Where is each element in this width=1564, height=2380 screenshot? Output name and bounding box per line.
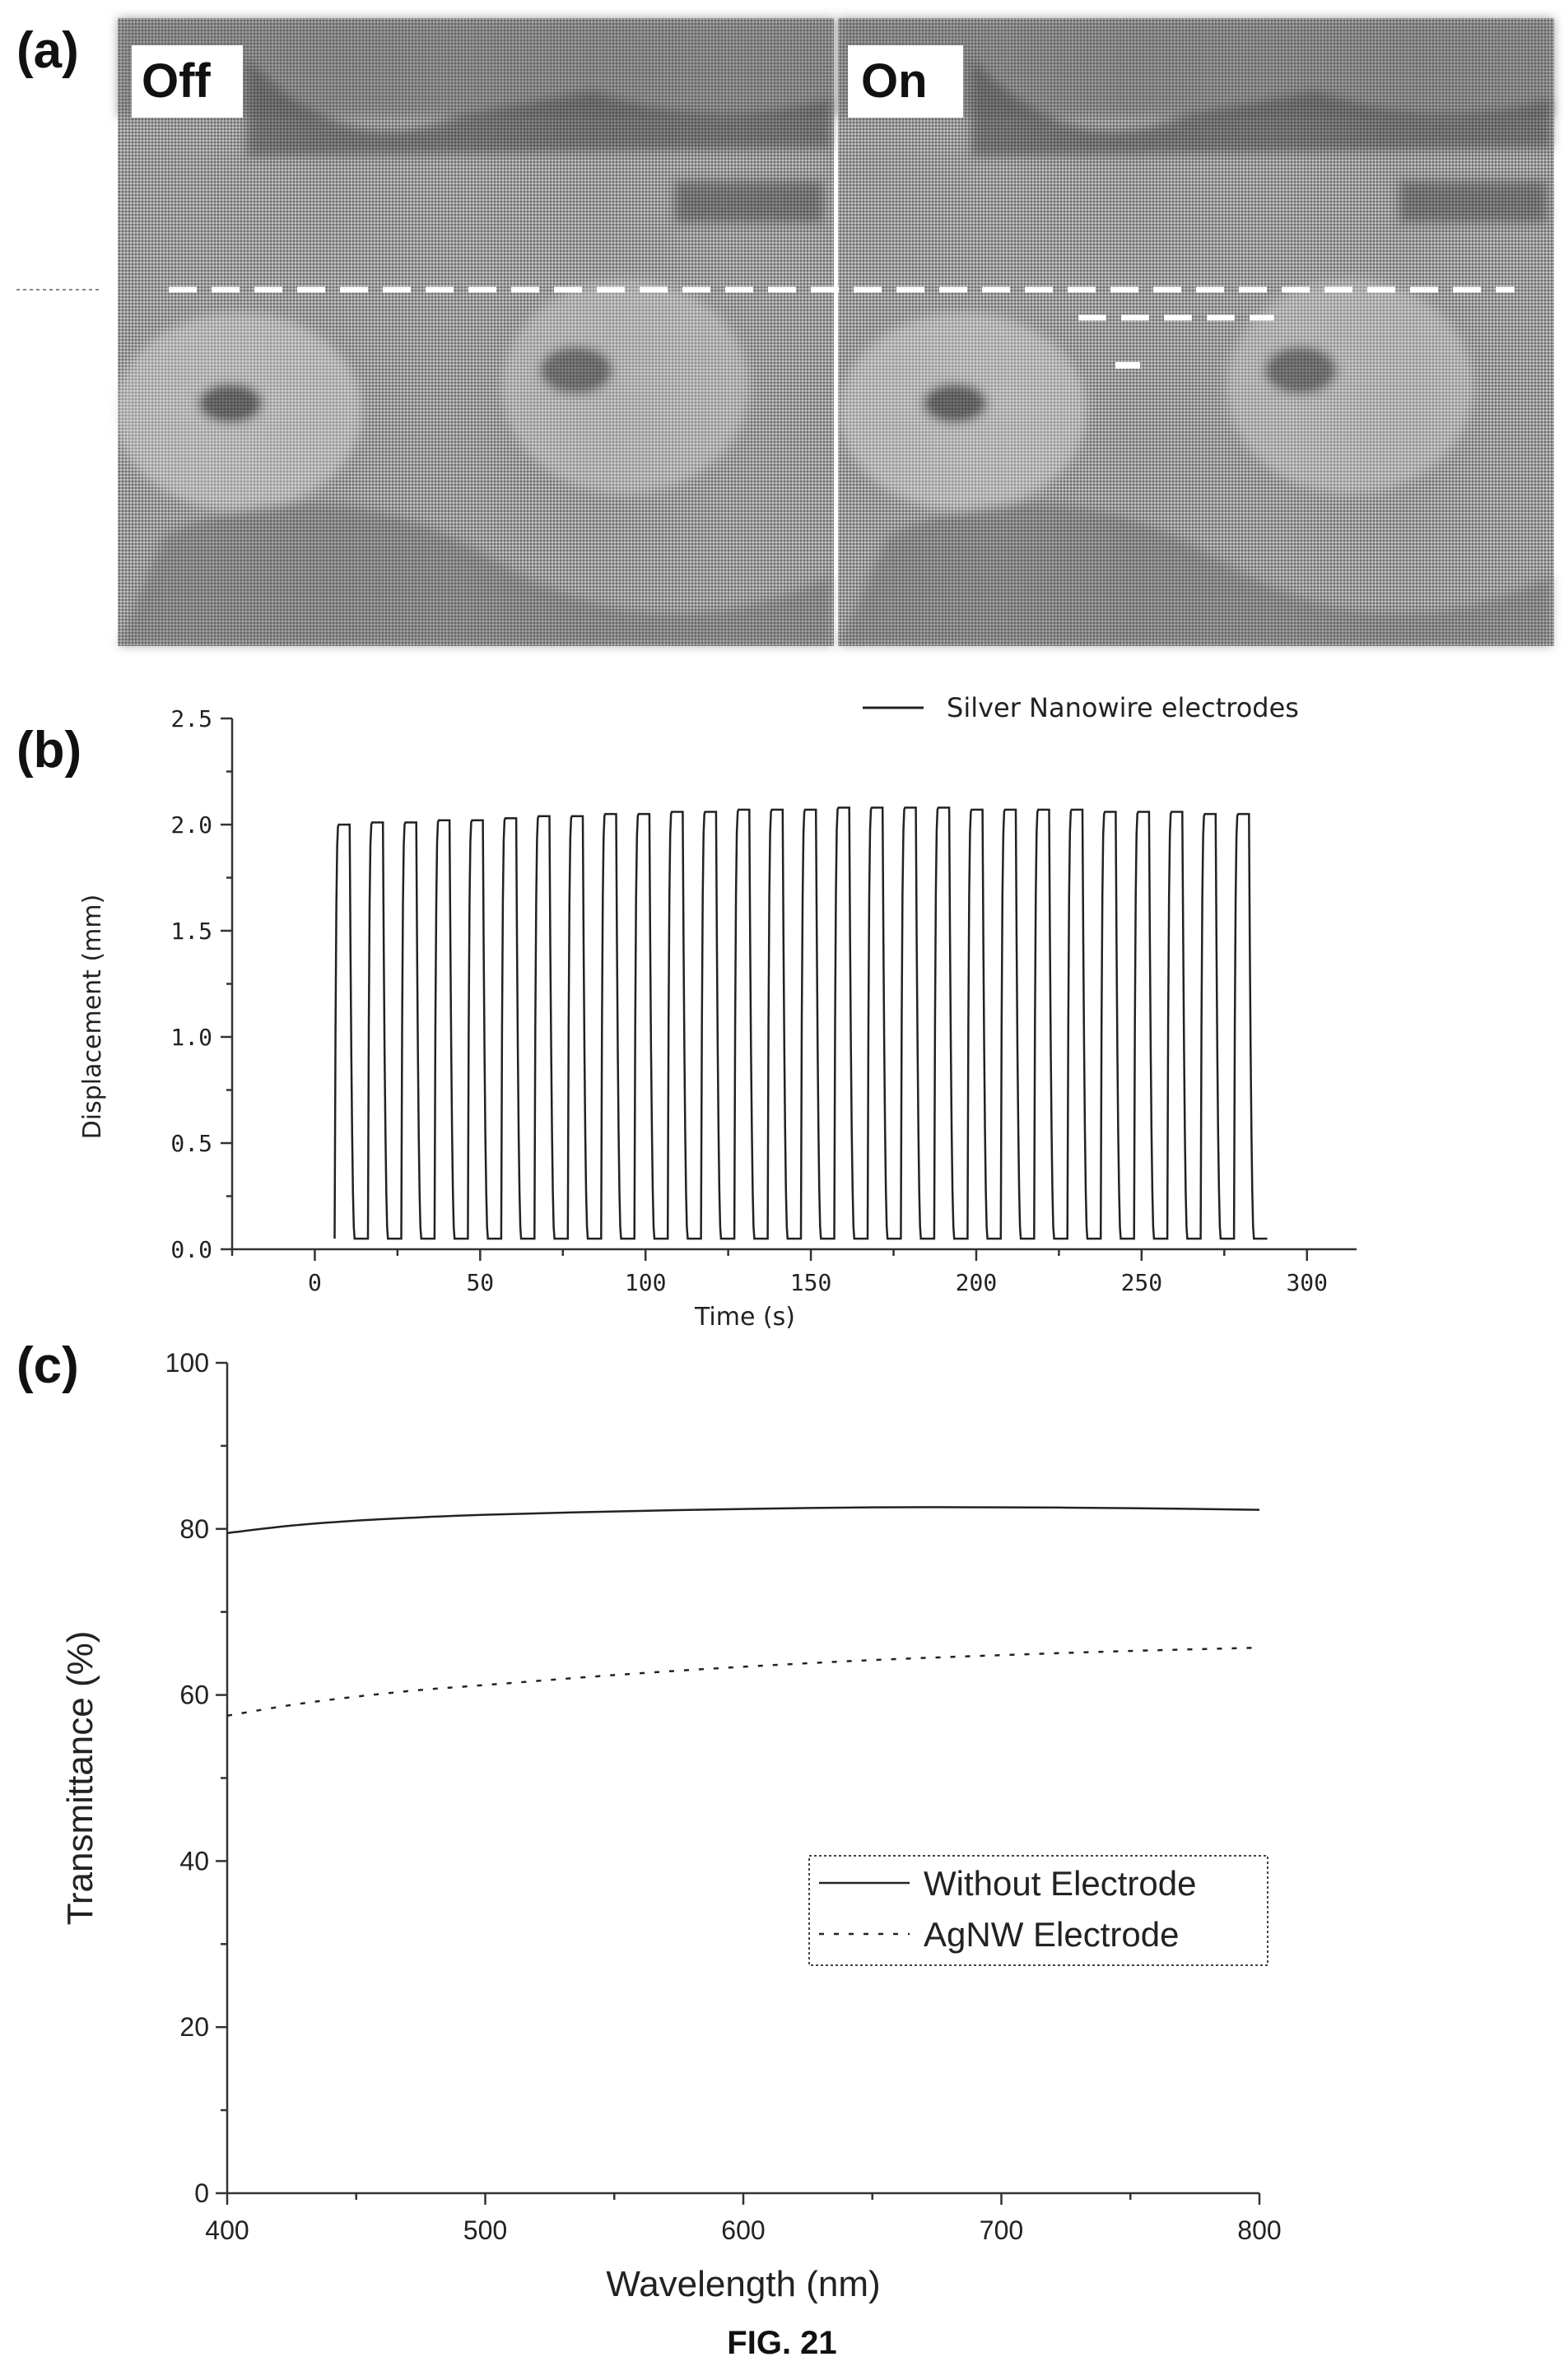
c-y-tick-label: 0 (194, 2178, 209, 2208)
b-y-axis-title: Displacement (mm) (78, 895, 107, 1140)
b-y-tick-label: 1.0 (170, 1024, 212, 1051)
photo-on-label-box (848, 45, 963, 118)
panel-b-letter: (b) (16, 722, 81, 779)
c-y-tick-label: 20 (179, 2012, 209, 2042)
c-y-tick-label: 100 (165, 1348, 209, 1378)
c-y-tick-label: 40 (179, 1846, 209, 1876)
c-series-agnw-electrode (226, 1646, 1260, 1718)
b-y-tick-label: 1.5 (170, 918, 212, 945)
b-x-tick-label: 150 (790, 1269, 832, 1296)
panel-c-letter: (c) (16, 1337, 79, 1394)
figure-caption: FIG. 21 (727, 2325, 836, 2361)
b-x-tick-label: 100 (625, 1269, 667, 1296)
b-legend-label: Silver Nanowire electrodes (947, 692, 1299, 723)
c-y-tick-label: 80 (179, 1514, 209, 1544)
c-x-tick-label: 500 (463, 2215, 507, 2245)
b-y-tick-label: 0.0 (170, 1236, 212, 1263)
chart-b: 0.0 0.5 1.0 1.5 2.0 2.5 0 50 100 150 200 250 300 Time… (78, 692, 1357, 1332)
b-x-tick-label: 50 (466, 1269, 494, 1296)
c-x-tick-label: 700 (980, 2215, 1023, 2245)
b-x-tick-label: 200 (956, 1269, 998, 1296)
c-legend-box (808, 1855, 1268, 1966)
c-y-axis-title: Transmittance (%) (60, 1631, 100, 1926)
b-x-tick-label: 0 (308, 1269, 322, 1296)
c-x-tick-label: 400 (205, 2215, 249, 2245)
photo-on-label: On (861, 54, 928, 108)
panel-a-letter: (a) (16, 22, 79, 79)
b-x-tick-label: 250 (1121, 1269, 1163, 1296)
b-y-tick-label: 2.0 (170, 811, 212, 839)
photo-off-label: Off (142, 54, 211, 108)
chart-c: 0 20 40 60 80 100 400 500 600 700 800 Wavelength (n… (60, 1348, 1282, 2304)
c-x-axis-title: Wavelength (nm) (606, 2264, 880, 2304)
b-y-tick-label: 2.5 (170, 705, 212, 732)
photo-off-label-box (132, 45, 243, 118)
photo-on: On (838, 18, 1554, 646)
c-legend-label: Without Electrode (924, 1864, 1197, 1903)
small-white-marker (1115, 362, 1140, 369)
c-legend-label: AgNW Electrode (924, 1915, 1179, 1954)
c-y-tick-label: 60 (179, 1680, 209, 1710)
b-y-tick-label: 0.5 (170, 1130, 212, 1157)
b-series-silver-nanowire (333, 807, 1268, 1240)
b-x-tick-label: 300 (1286, 1269, 1328, 1296)
panel-b: (b) 0.0 0.5 1.0 1.5 2.0 2.5 0 50 100 150 200 250 300… (16, 692, 1357, 1332)
c-x-tick-label: 800 (1237, 2215, 1281, 2245)
b-x-axis-title: Time (s) (694, 1303, 795, 1332)
photo-off: Off (115, 18, 834, 646)
c-series-without-electrode (226, 1506, 1260, 1535)
panel-a: (a) Off (16, 18, 1554, 646)
panel-c: (c) 0 20 40 60 80 100 400 500 600 700 800 Wavelengt… (16, 1337, 1282, 2304)
c-x-tick-label: 600 (721, 2215, 765, 2245)
